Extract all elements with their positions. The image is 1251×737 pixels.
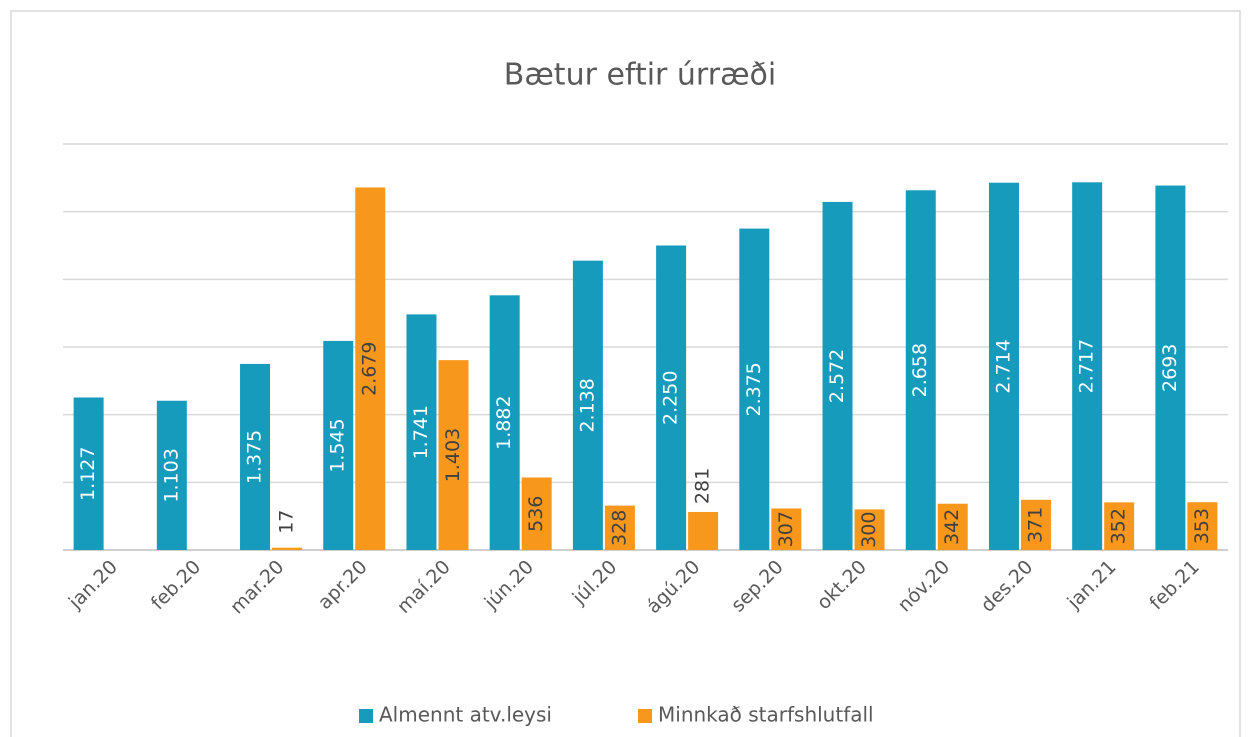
chart-title: Bætur eftir úrræði: [504, 58, 776, 93]
legend-label: Minnkað starfshlutfall: [658, 703, 874, 727]
data-label: 17: [276, 510, 298, 534]
data-label: 281: [692, 468, 714, 504]
data-label: 2.658: [909, 343, 931, 397]
data-label: 1.882: [493, 395, 515, 449]
data-label: 2.714: [992, 339, 1014, 393]
bar: [1155, 185, 1186, 550]
data-label: 300: [858, 512, 880, 548]
legend-label: Almennt atv.leysi: [379, 703, 552, 727]
bar: [1072, 182, 1103, 551]
data-label: 353: [1191, 508, 1213, 544]
bar: [406, 314, 437, 550]
bar: [489, 295, 520, 550]
bar: [1104, 502, 1135, 550]
data-label: 2.572: [826, 349, 848, 403]
data-label: 2693: [1159, 344, 1181, 392]
data-label: 2.138: [576, 378, 598, 432]
data-label: 371: [1024, 507, 1046, 543]
data-label: 307: [775, 511, 797, 547]
bar: [323, 340, 354, 550]
data-label: 2.679: [359, 342, 381, 396]
bar: [73, 397, 104, 550]
bar: [156, 400, 187, 550]
data-label: 1.103: [160, 448, 182, 502]
data-label: 1.403: [442, 428, 464, 482]
bar: [572, 260, 603, 550]
bar: [854, 509, 885, 550]
bar: [438, 360, 469, 550]
data-label: 2.375: [743, 362, 765, 416]
data-label: 536: [525, 496, 547, 532]
bar: [521, 477, 552, 550]
chart-border: [10, 10, 1241, 737]
bar: [771, 508, 802, 550]
bar: [688, 511, 719, 550]
bar: [739, 228, 770, 551]
bar: [272, 547, 303, 550]
data-label: 342: [941, 509, 963, 545]
bar: [240, 363, 271, 550]
data-label: 2.717: [1076, 339, 1098, 393]
bar: [905, 190, 936, 550]
data-label: 1.127: [77, 447, 99, 501]
data-label: 352: [1108, 508, 1130, 544]
data-label: 1.545: [327, 418, 349, 472]
bar: [1020, 499, 1051, 550]
bar: [1187, 502, 1218, 550]
legend-swatch: [638, 709, 652, 723]
bar: [355, 187, 386, 550]
data-label: 328: [608, 510, 630, 546]
bar: [988, 182, 1019, 551]
bar: [656, 245, 687, 550]
bar: [822, 201, 853, 550]
data-label: 2.250: [660, 371, 682, 425]
data-label: 1.375: [244, 430, 266, 484]
bar: [604, 505, 635, 550]
legend-swatch: [359, 709, 373, 723]
data-label: 1.741: [410, 405, 432, 459]
bar: [937, 503, 968, 550]
